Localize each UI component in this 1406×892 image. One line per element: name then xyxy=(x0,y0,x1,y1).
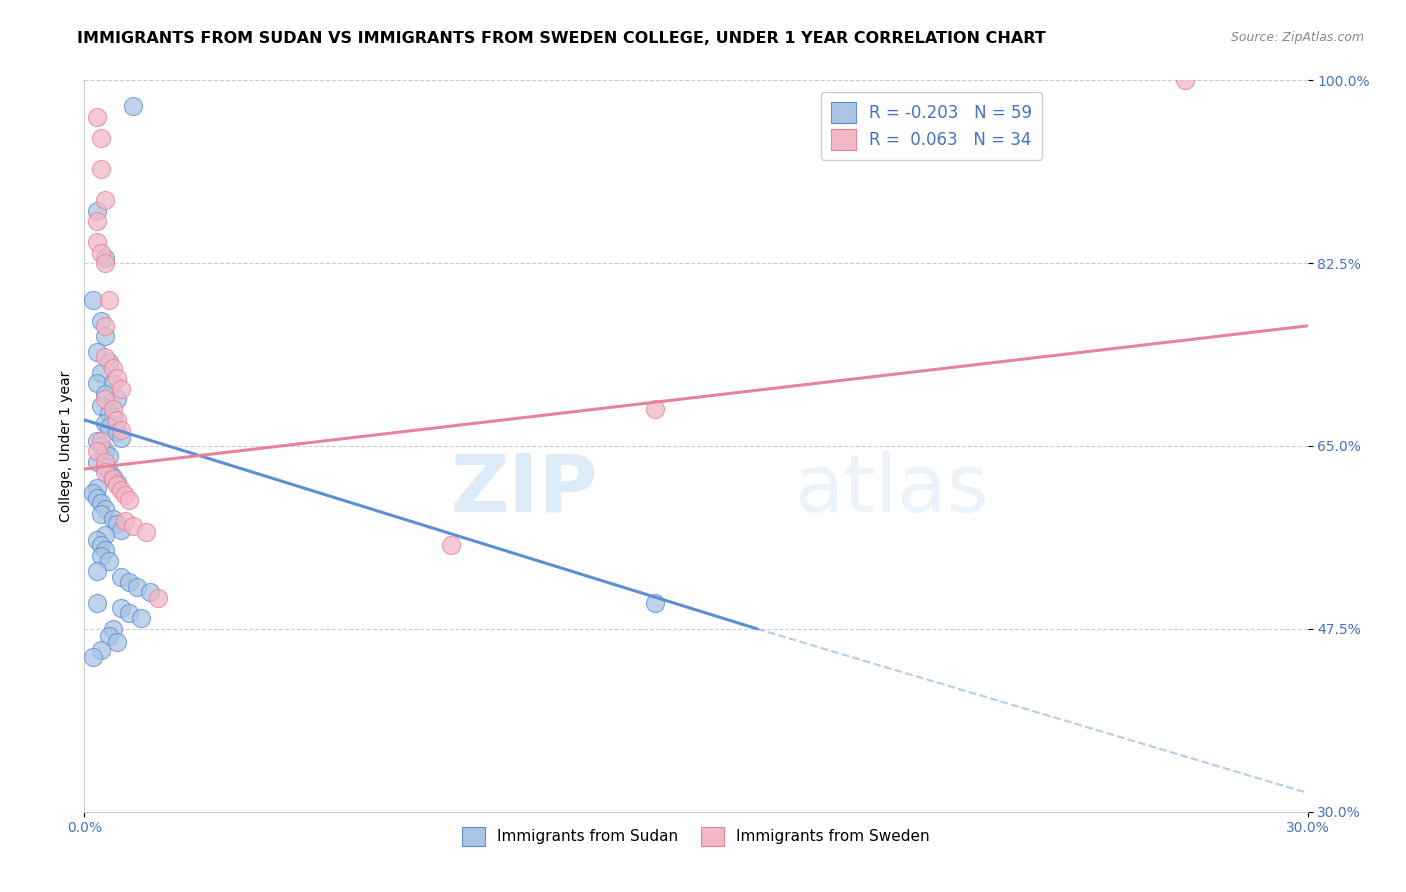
Point xyxy=(122,519,145,533)
Point xyxy=(93,251,115,265)
Point xyxy=(90,399,112,413)
Point xyxy=(90,434,112,448)
Point xyxy=(97,406,120,420)
Point xyxy=(82,650,104,665)
Point xyxy=(97,355,120,369)
Text: ZIP: ZIP xyxy=(451,450,598,529)
Point xyxy=(644,596,666,610)
Point xyxy=(110,382,132,396)
Point xyxy=(82,293,104,307)
Point xyxy=(90,496,112,510)
Point xyxy=(90,642,112,657)
Point xyxy=(114,514,136,528)
Point xyxy=(86,491,108,506)
Point xyxy=(97,465,120,479)
Point xyxy=(90,313,112,327)
Point xyxy=(93,465,115,479)
Point xyxy=(93,455,115,469)
Point xyxy=(105,477,128,491)
Point xyxy=(105,425,128,440)
Point xyxy=(118,493,141,508)
Point xyxy=(118,606,141,620)
Point xyxy=(86,235,108,250)
Point xyxy=(86,110,108,124)
Point xyxy=(86,565,108,579)
Point xyxy=(82,486,104,500)
Point xyxy=(90,162,112,177)
Point xyxy=(110,601,132,615)
Point xyxy=(105,475,128,490)
Point xyxy=(97,293,120,307)
Point xyxy=(90,439,112,453)
Point xyxy=(101,360,124,375)
Point xyxy=(101,376,124,391)
Point xyxy=(1174,73,1197,87)
Point xyxy=(122,99,145,113)
Point xyxy=(86,533,108,547)
Point xyxy=(90,366,112,380)
Point xyxy=(93,416,115,430)
Point xyxy=(127,580,149,594)
Point xyxy=(90,549,112,563)
Point xyxy=(93,392,115,406)
Point xyxy=(135,524,157,539)
Point xyxy=(101,622,124,636)
Point xyxy=(110,523,132,537)
Point xyxy=(86,214,108,228)
Point xyxy=(131,611,153,625)
Point xyxy=(86,345,108,359)
Point xyxy=(146,591,169,605)
Point xyxy=(90,245,112,260)
Point xyxy=(105,413,128,427)
Point xyxy=(93,543,115,558)
Point xyxy=(114,488,136,502)
Point xyxy=(93,350,115,364)
Point xyxy=(93,528,115,542)
Point xyxy=(110,569,132,583)
Point xyxy=(105,517,128,532)
Point xyxy=(93,194,115,208)
Point xyxy=(93,329,115,343)
Point xyxy=(105,392,128,406)
Point xyxy=(101,512,124,526)
Point xyxy=(93,459,115,474)
Text: IMMIGRANTS FROM SUDAN VS IMMIGRANTS FROM SWEDEN COLLEGE, UNDER 1 YEAR CORRELATIO: IMMIGRANTS FROM SUDAN VS IMMIGRANTS FROM… xyxy=(77,31,1046,46)
Y-axis label: College, Under 1 year: College, Under 1 year xyxy=(59,370,73,522)
Point xyxy=(110,423,132,437)
Point xyxy=(644,402,666,417)
Point xyxy=(93,256,115,270)
Point xyxy=(97,420,120,434)
Point xyxy=(90,130,112,145)
Point xyxy=(440,538,463,552)
Point xyxy=(86,376,108,391)
Point xyxy=(97,450,120,464)
Point xyxy=(110,431,132,445)
Legend: Immigrants from Sudan, Immigrants from Sweden: Immigrants from Sudan, Immigrants from S… xyxy=(456,821,936,852)
Point xyxy=(101,402,124,417)
Point xyxy=(86,434,108,448)
Point xyxy=(93,318,115,333)
Point xyxy=(138,585,160,599)
Point xyxy=(90,507,112,521)
Point xyxy=(101,472,124,486)
Point xyxy=(101,409,124,424)
Point xyxy=(93,444,115,458)
Point xyxy=(118,574,141,589)
Point xyxy=(101,470,124,484)
Point xyxy=(97,629,120,643)
Point xyxy=(86,203,108,218)
Text: Source: ZipAtlas.com: Source: ZipAtlas.com xyxy=(1230,31,1364,45)
Point xyxy=(86,481,108,495)
Point xyxy=(86,455,108,469)
Point xyxy=(90,538,112,552)
Point xyxy=(105,371,128,385)
Point xyxy=(97,554,120,568)
Point xyxy=(110,483,132,497)
Point xyxy=(93,386,115,401)
Text: atlas: atlas xyxy=(794,450,988,529)
Point xyxy=(105,635,128,649)
Point xyxy=(86,444,108,458)
Point xyxy=(93,501,115,516)
Point xyxy=(86,596,108,610)
